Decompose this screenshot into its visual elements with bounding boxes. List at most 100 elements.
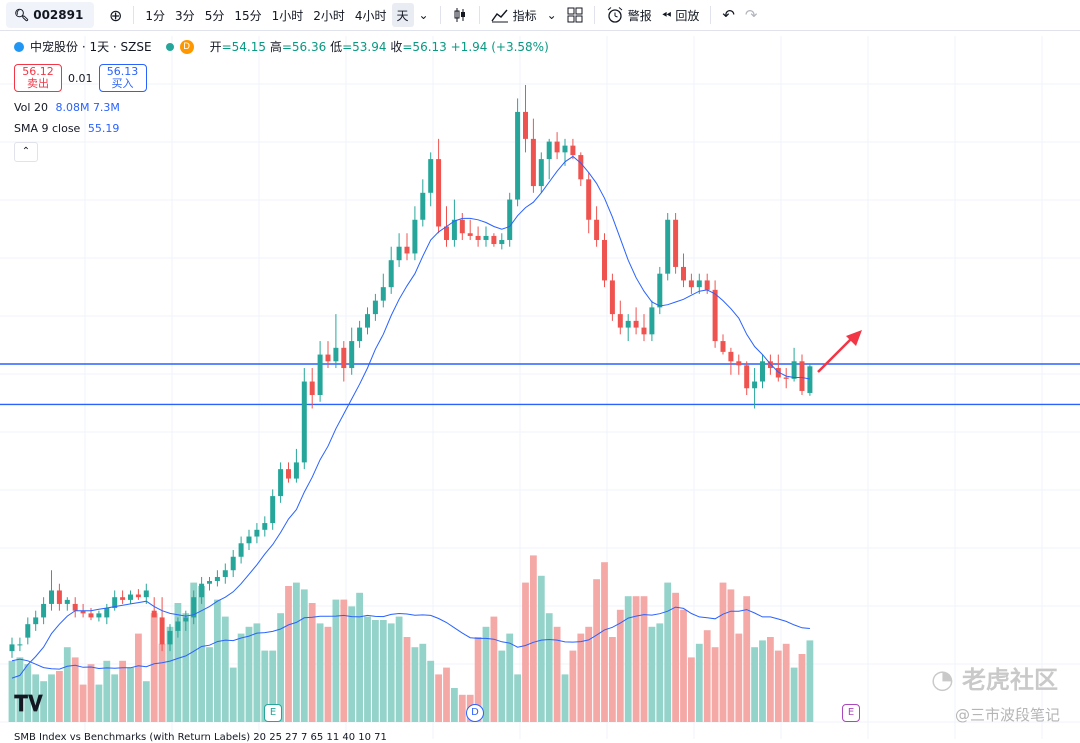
redo-icon[interactable]: ↷ [744, 6, 758, 24]
price-chart[interactable] [0, 31, 1080, 739]
volume-bar [435, 674, 442, 722]
search-icon: 🔍︎ [14, 8, 30, 22]
candle-body [760, 361, 765, 382]
replay-button[interactable]: ⏪︎ 回放 [657, 3, 705, 27]
volume-bar [32, 674, 40, 722]
volume-bar [56, 671, 63, 722]
volume-bar [672, 592, 679, 722]
symbol-search[interactable]: 🔍︎ 002891 [6, 2, 94, 28]
volume-bar [806, 640, 814, 722]
buy-button[interactable]: 56.13 买入 [98, 64, 147, 92]
chart-legend: 中宠股份 · 1天 · SZSE D 开=54.15 高=56.36 低=53.… [14, 38, 549, 55]
volume-bar [545, 613, 553, 722]
candle-body [491, 235, 497, 245]
horizontal-lines [0, 363, 1080, 406]
volume-bar [119, 660, 126, 722]
indicators-label: 指标 [512, 8, 537, 23]
volume-bar [506, 633, 514, 722]
candle-body [688, 280, 694, 288]
interval-15m[interactable]: 15分 [234, 8, 262, 23]
volume-bar [774, 650, 782, 722]
candle-body [617, 314, 623, 328]
volume-bar [514, 674, 521, 722]
collapse-legend-button[interactable]: ⌃ [14, 142, 38, 162]
candle-body [704, 280, 710, 290]
divider [710, 6, 712, 24]
volume-bar [237, 633, 245, 722]
interval-1h[interactable]: 1小时 [271, 8, 304, 23]
volume-bar [269, 650, 277, 722]
volume-bar [522, 582, 529, 722]
alert-label: 警报 [627, 8, 652, 23]
layout-grid-icon[interactable] [562, 3, 588, 27]
candle-body [365, 314, 370, 328]
volume-bar [71, 657, 79, 722]
candle-body [444, 226, 449, 240]
candle-body [222, 570, 228, 577]
volume-bar [324, 626, 332, 722]
candle-body [696, 280, 702, 288]
interval-4h[interactable]: 4小时 [354, 8, 387, 23]
volume-bar [95, 684, 103, 722]
volume-bar [379, 620, 387, 722]
candle-style-icon[interactable] [447, 3, 473, 27]
candle-body [459, 219, 465, 234]
badge-d: D [179, 39, 194, 54]
interval-2h[interactable]: 2小时 [313, 8, 345, 23]
volume-bar [798, 654, 806, 722]
volume-indicator-label[interactable]: Vol 20 8.08M 7.3M [14, 101, 120, 114]
interval-5m[interactable]: 5分 [204, 8, 225, 23]
trade-panel: 56.12 卖出 0.01 56.13 买入 [14, 64, 147, 92]
volume-bar [340, 599, 348, 722]
interval-3m[interactable]: 3分 [175, 8, 195, 23]
candle-body [191, 597, 197, 618]
tradingview-logo: 𝐓𝐕 [14, 692, 43, 717]
bottom-indicator-label: SMB Index vs Benchmarks (with Return Lab… [14, 732, 387, 743]
candle-body [507, 199, 513, 240]
event-marker-d[interactable]: D [466, 704, 484, 722]
spread-value: 0.01 [68, 71, 93, 85]
status-dot [165, 42, 174, 51]
candle-body [515, 111, 521, 200]
top-toolbar: 🔍︎ 002891 ⊕ 1分 3分 5分 15分 1小时 2小时 4小时 天 ⌄… [0, 0, 1080, 31]
candle-body [88, 613, 94, 618]
interval-1d[interactable]: 天 [391, 3, 414, 27]
volume-bar [419, 643, 427, 722]
candle-body [657, 273, 663, 308]
candle-body [775, 368, 781, 378]
candle-body [673, 219, 679, 267]
candle-body [286, 469, 291, 479]
volume-bar [308, 603, 316, 722]
volume-bar [624, 596, 632, 722]
add-symbol-button[interactable]: ⊕ [109, 5, 123, 25]
candle-body [246, 536, 252, 544]
candle-body [609, 280, 615, 315]
volume-bar [490, 616, 498, 722]
candle-body [33, 617, 39, 625]
volume-bar [474, 637, 482, 722]
candle-body [736, 361, 742, 366]
indicators-button[interactable]: 指标 [486, 3, 542, 27]
candle-body [499, 239, 505, 245]
candle-body [41, 603, 47, 618]
candlesticks [9, 84, 813, 658]
chevron-down-icon[interactable]: ⌄ [546, 8, 557, 22]
ohlc-values: 开=54.15 高=56.36 低=53.94 收=56.13 +1.94 (+… [209, 40, 549, 54]
volume-bar [403, 637, 411, 722]
interval-1m[interactable]: 1分 [145, 8, 166, 23]
sell-button[interactable]: 56.12 卖出 [14, 64, 62, 92]
chevron-down-icon[interactable]: ⌄ [418, 8, 429, 22]
sma-indicator-label[interactable]: SMA 9 close 55.19 [14, 122, 120, 135]
volume-bar [277, 613, 284, 722]
candle-body [357, 327, 363, 342]
alert-button[interactable]: 警报 [601, 3, 657, 27]
event-marker-e[interactable]: E [842, 704, 860, 722]
candle-body [475, 235, 481, 240]
volume-bar [214, 599, 221, 722]
volume-bar [253, 623, 261, 722]
event-marker-e[interactable]: E [264, 704, 282, 722]
volume-bar [8, 660, 16, 722]
undo-icon[interactable]: ↶ [722, 6, 735, 24]
price-change: +1.94 (+3.58%) [450, 40, 549, 54]
volume-bar [751, 647, 758, 722]
